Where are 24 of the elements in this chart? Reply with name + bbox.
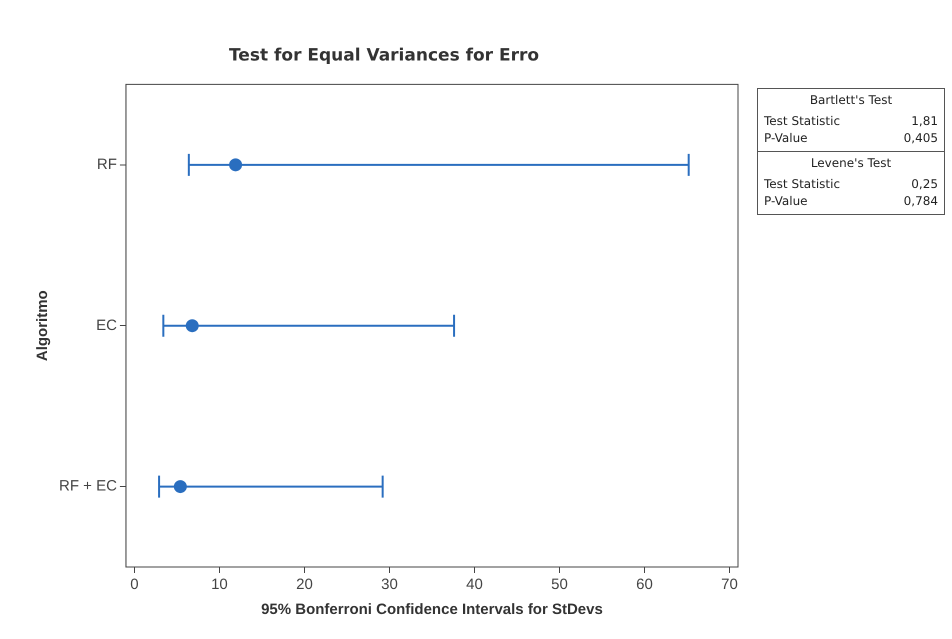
text: 0,784: [904, 193, 938, 210]
x-tick-label: 30: [381, 576, 398, 594]
y-axis-title: Algoritmo: [34, 290, 52, 362]
text: Bartlett's Test: [808, 93, 894, 107]
x-axis-title: 95% Bonferroni Confidence Intervals for StDevs: [261, 601, 603, 618]
text: Test Statistic: [764, 113, 840, 130]
text: Levene's Test: [810, 156, 892, 170]
text: 1,81: [911, 113, 938, 130]
x-tick-label: 0: [130, 576, 139, 594]
chart-title: Test for Equal Variances for Erro: [228, 46, 540, 66]
text: Test Statistic: [764, 176, 840, 193]
text: 0,25: [911, 176, 938, 193]
text: P-Value: [764, 130, 808, 147]
text: P-Value: [764, 193, 808, 210]
x-tick-label: 40: [466, 576, 483, 594]
x-tick-label: 50: [551, 576, 568, 594]
x-tick-label: 70: [721, 576, 738, 594]
x-tick-label: 60: [636, 576, 653, 594]
y-tick-label: EC: [96, 316, 118, 334]
text: 0,405: [904, 130, 938, 147]
x-tick-label: 10: [211, 576, 228, 594]
y-tick-label: RF + EC: [58, 478, 118, 495]
y-tick-label: RF: [96, 156, 117, 173]
x-tick-label: 20: [296, 576, 313, 594]
